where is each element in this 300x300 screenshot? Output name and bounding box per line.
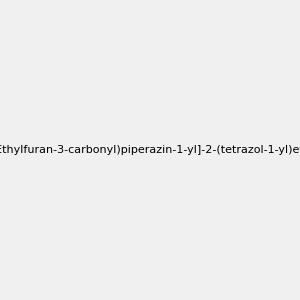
Text: 1-[4-(2-Ethylfuran-3-carbonyl)piperazin-1-yl]-2-(tetrazol-1-yl)ethanone: 1-[4-(2-Ethylfuran-3-carbonyl)piperazin-… (0, 145, 300, 155)
